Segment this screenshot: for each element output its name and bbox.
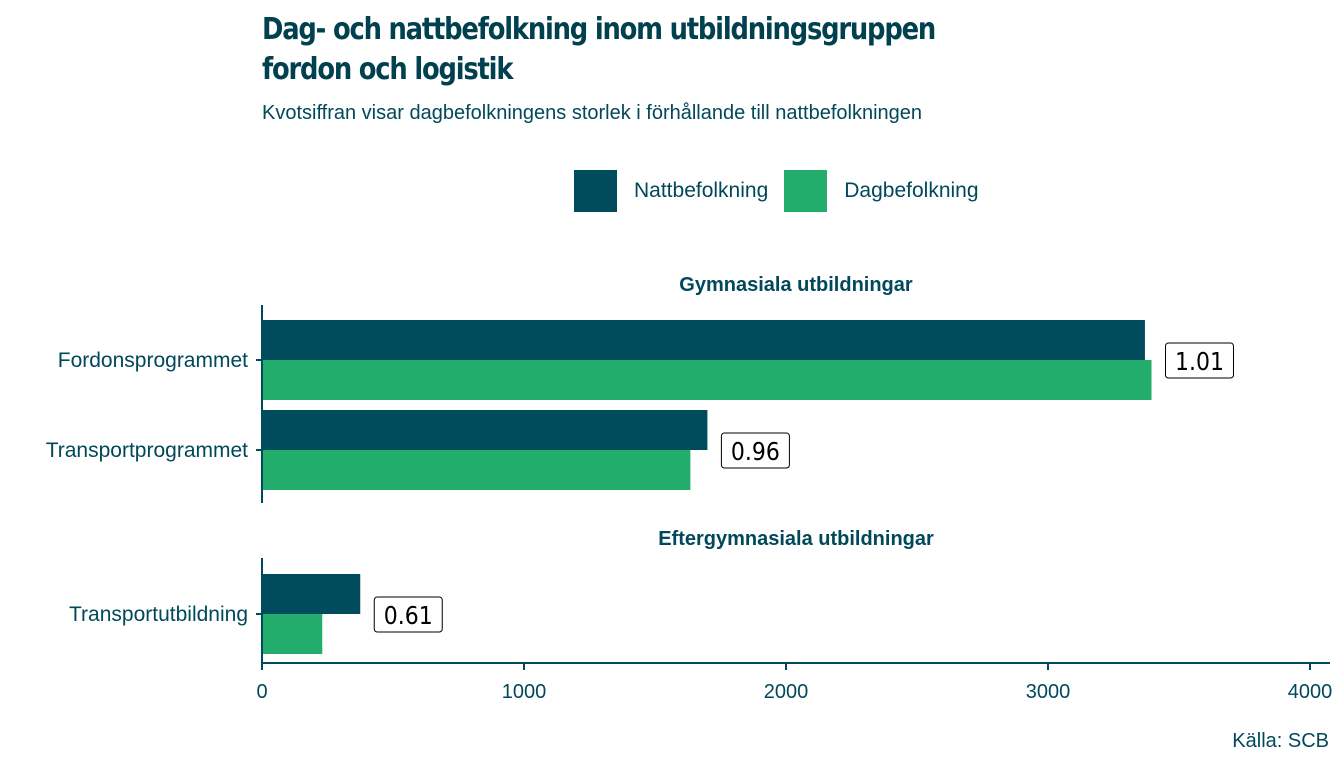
x-tick-label: 0 — [256, 681, 267, 703]
x-tick-label: 1000 — [502, 681, 547, 703]
x-tick-label: 3000 — [1026, 681, 1071, 703]
source-caption: Källa: SCB — [1232, 730, 1329, 752]
y-tick-label: Fordonsprogrammet — [58, 349, 248, 372]
x-tick-label: 2000 — [764, 681, 809, 703]
legend-swatch-natt — [574, 170, 617, 212]
legend-swatch-dag — [784, 170, 828, 212]
bar-nattbefolkning — [263, 574, 361, 614]
ratio-label-box — [373, 596, 443, 633]
bar-dagbefolkning — [263, 614, 323, 654]
ratio-label-box — [1164, 342, 1234, 379]
bar-dagbefolkning — [263, 450, 691, 490]
ratio-label: 0.96 — [731, 437, 780, 467]
legend-item-dag: Dagbefolkning — [784, 170, 979, 212]
legend-item-natt: Nattbefolkning — [574, 170, 768, 212]
legend-label-natt: Nattbefolkning — [634, 179, 769, 202]
legend: Nattbefolkning Dagbefolkning — [574, 170, 995, 212]
x-tick-label: 4000 — [1288, 681, 1333, 703]
bar-nattbefolkning — [263, 320, 1145, 360]
bar-nattbefolkning — [263, 410, 708, 450]
y-tick-label: Transportutbildning — [69, 603, 248, 626]
ratio-label: 1.01 — [1175, 347, 1224, 377]
chart-title-line-2: fordon och logistik — [262, 52, 513, 87]
facet-title: Eftergymnasiala utbildningar — [658, 528, 934, 550]
ratio-label: 0.61 — [384, 601, 433, 631]
legend-label-dag: Dagbefolkning — [844, 179, 979, 202]
chart-subtitle: Kvotsiffran visar dagbefolkningens storl… — [262, 102, 923, 124]
chart-title-line-1: Dag- och nattbefolkning inom utbildnings… — [262, 12, 936, 47]
facet-title: Gymnasiala utbildningar — [679, 274, 913, 296]
ratio-label-box — [720, 432, 790, 469]
y-tick-label: Transportprogrammet — [46, 439, 248, 462]
chart-title: Dag- och nattbefolkning inom utbildnings… — [262, 10, 936, 90]
bar-dagbefolkning — [263, 360, 1152, 400]
